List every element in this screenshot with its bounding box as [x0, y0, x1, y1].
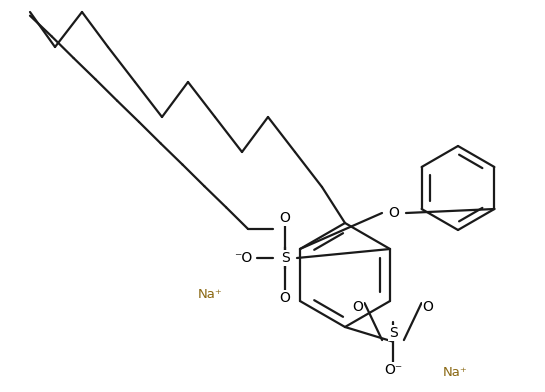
- Text: O: O: [280, 291, 290, 305]
- Text: S: S: [281, 251, 289, 265]
- Text: Na⁺: Na⁺: [443, 365, 468, 379]
- Text: O: O: [353, 300, 364, 314]
- Text: ⁻O: ⁻O: [234, 251, 252, 265]
- Text: O⁻: O⁻: [384, 363, 402, 377]
- Text: O: O: [422, 300, 433, 314]
- Text: Na⁺: Na⁺: [198, 289, 222, 301]
- Text: S: S: [389, 326, 397, 340]
- Text: O: O: [389, 206, 399, 220]
- Text: O: O: [280, 211, 290, 225]
